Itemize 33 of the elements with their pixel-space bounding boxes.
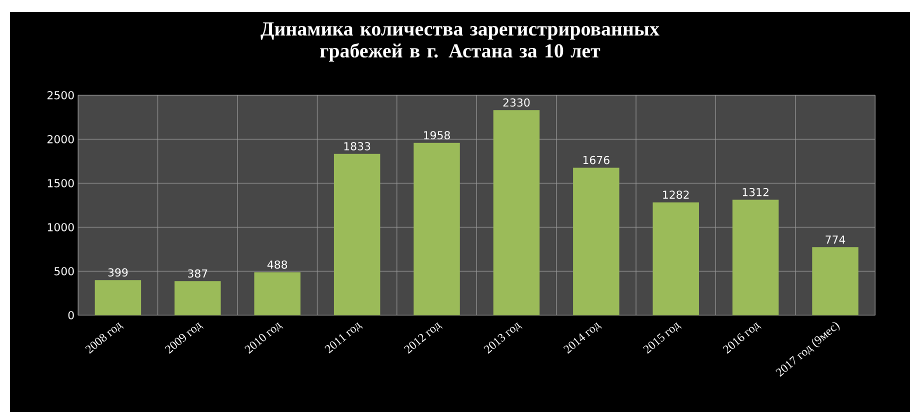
- y-tick-label: 0: [68, 311, 74, 320]
- bar: [652, 202, 699, 316]
- data-label: 1312: [742, 188, 768, 196]
- x-tick-label: 2011 год: [324, 322, 363, 354]
- y-tick-label: 500: [54, 267, 74, 276]
- x-tick-label: 2013 год: [484, 322, 522, 354]
- data-label: 1833: [344, 142, 370, 150]
- bar: [254, 272, 300, 316]
- data-label: 1958: [424, 131, 450, 140]
- x-tick-label: 2012 год: [404, 322, 443, 354]
- data-label: 1282: [663, 190, 689, 199]
- x-tick-label: 2009 год: [164, 322, 204, 354]
- bar: [414, 142, 460, 316]
- bar: [334, 154, 380, 316]
- y-tick-label: 2000: [48, 135, 74, 144]
- data-label: 1676: [583, 156, 610, 164]
- bar: [493, 110, 540, 316]
- chart-title: Динамика количества зарегистрированных грабежей в г. Астана за 10 лет: [260, 22, 660, 62]
- data-label: 2330: [503, 98, 530, 107]
- y-tick-label: 1500: [48, 179, 74, 188]
- data-label: 774: [826, 236, 846, 244]
- bar: [174, 281, 221, 316]
- y-tick-label: 1000: [48, 223, 74, 232]
- bar: [812, 247, 858, 316]
- bar: [94, 280, 142, 316]
- bar: [732, 200, 779, 316]
- data-label: 488: [267, 260, 288, 269]
- bar: [573, 168, 620, 316]
- x-tick-label: 2010 год: [244, 322, 284, 354]
- data-label: 399: [108, 268, 128, 277]
- data-label: 387: [188, 269, 208, 278]
- x-tick-label: 2008 год: [85, 322, 124, 354]
- y-tick-label: 2500: [48, 91, 74, 100]
